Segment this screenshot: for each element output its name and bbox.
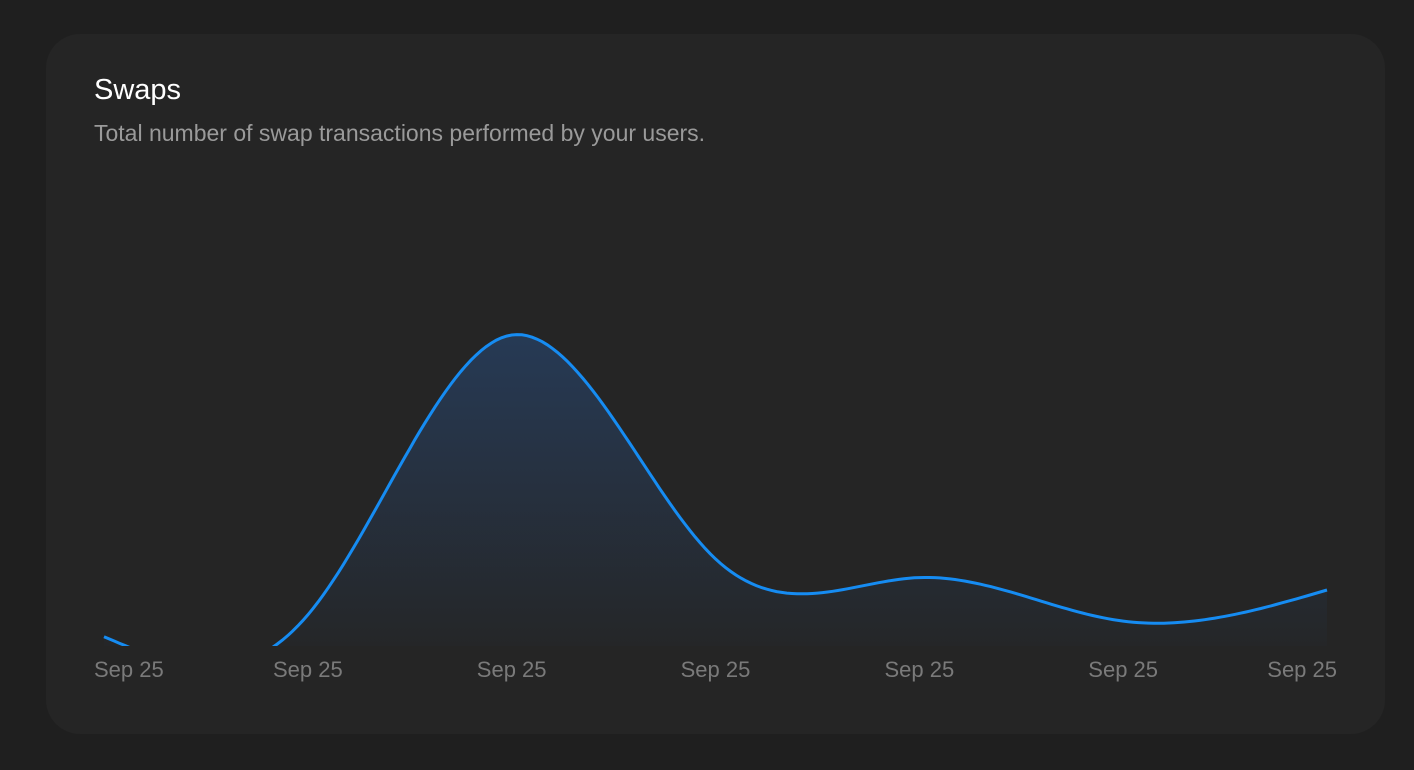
data-point[interactable]	[506, 329, 518, 341]
data-point[interactable]	[913, 572, 925, 584]
chart-subtitle: Total number of swap transactions perfor…	[94, 120, 706, 146]
area-fill	[104, 334, 1327, 646]
data-point[interactable]	[1117, 615, 1129, 627]
x-tick-label: Sep 25	[477, 657, 547, 682]
chart-title: Swaps	[94, 74, 182, 106]
x-tick-label: Sep 25	[1267, 657, 1337, 682]
series-line	[103, 333, 1328, 646]
data-point[interactable]	[302, 609, 314, 621]
x-tick-label: Sep 25	[1088, 657, 1158, 682]
x-tick-label: Sep 25	[884, 657, 954, 682]
data-point[interactable]	[1321, 584, 1333, 596]
x-tick-label: Sep 25	[681, 657, 751, 682]
data-point[interactable]	[710, 553, 722, 565]
x-tick-label: Sep 25	[94, 657, 164, 682]
x-tick-label: Sep 25	[273, 657, 343, 682]
data-point[interactable]	[98, 631, 110, 643]
